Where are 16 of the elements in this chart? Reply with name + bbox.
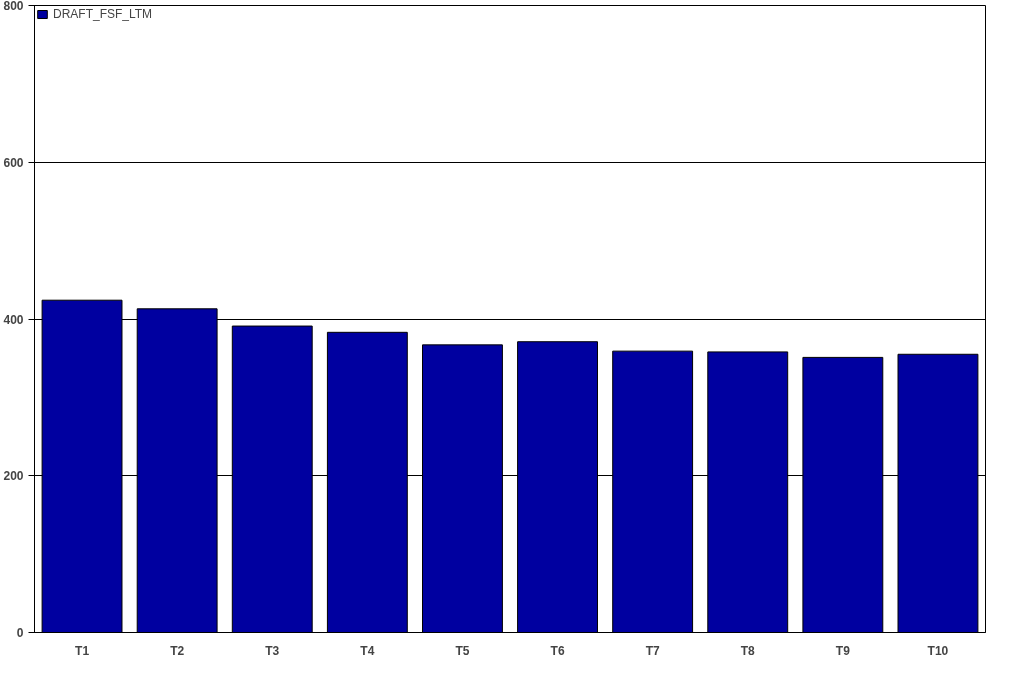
- x-tick-label: T5: [455, 643, 470, 658]
- x-tick-label: T2: [170, 643, 185, 658]
- y-tick-label: 200: [3, 469, 24, 484]
- x-tick-label: T8: [740, 643, 756, 658]
- x-tick-label: T1: [75, 643, 90, 658]
- y-tick-label: 0: [16, 626, 24, 640]
- x-tick-label: T9: [835, 643, 851, 658]
- x-tick-label: T3: [265, 643, 280, 658]
- legend-label: DRAFT_FSF_LTM: [53, 7, 153, 21]
- x-tick-label: T10: [927, 643, 949, 658]
- x-tick-label: T7: [645, 643, 660, 658]
- x-tick-label: T6: [550, 643, 565, 658]
- y-tick-label: 400: [3, 312, 24, 327]
- x-tick-label: T4: [360, 643, 375, 658]
- y-tick-label: 800: [3, 0, 24, 13]
- y-tick-label: 600: [3, 155, 24, 170]
